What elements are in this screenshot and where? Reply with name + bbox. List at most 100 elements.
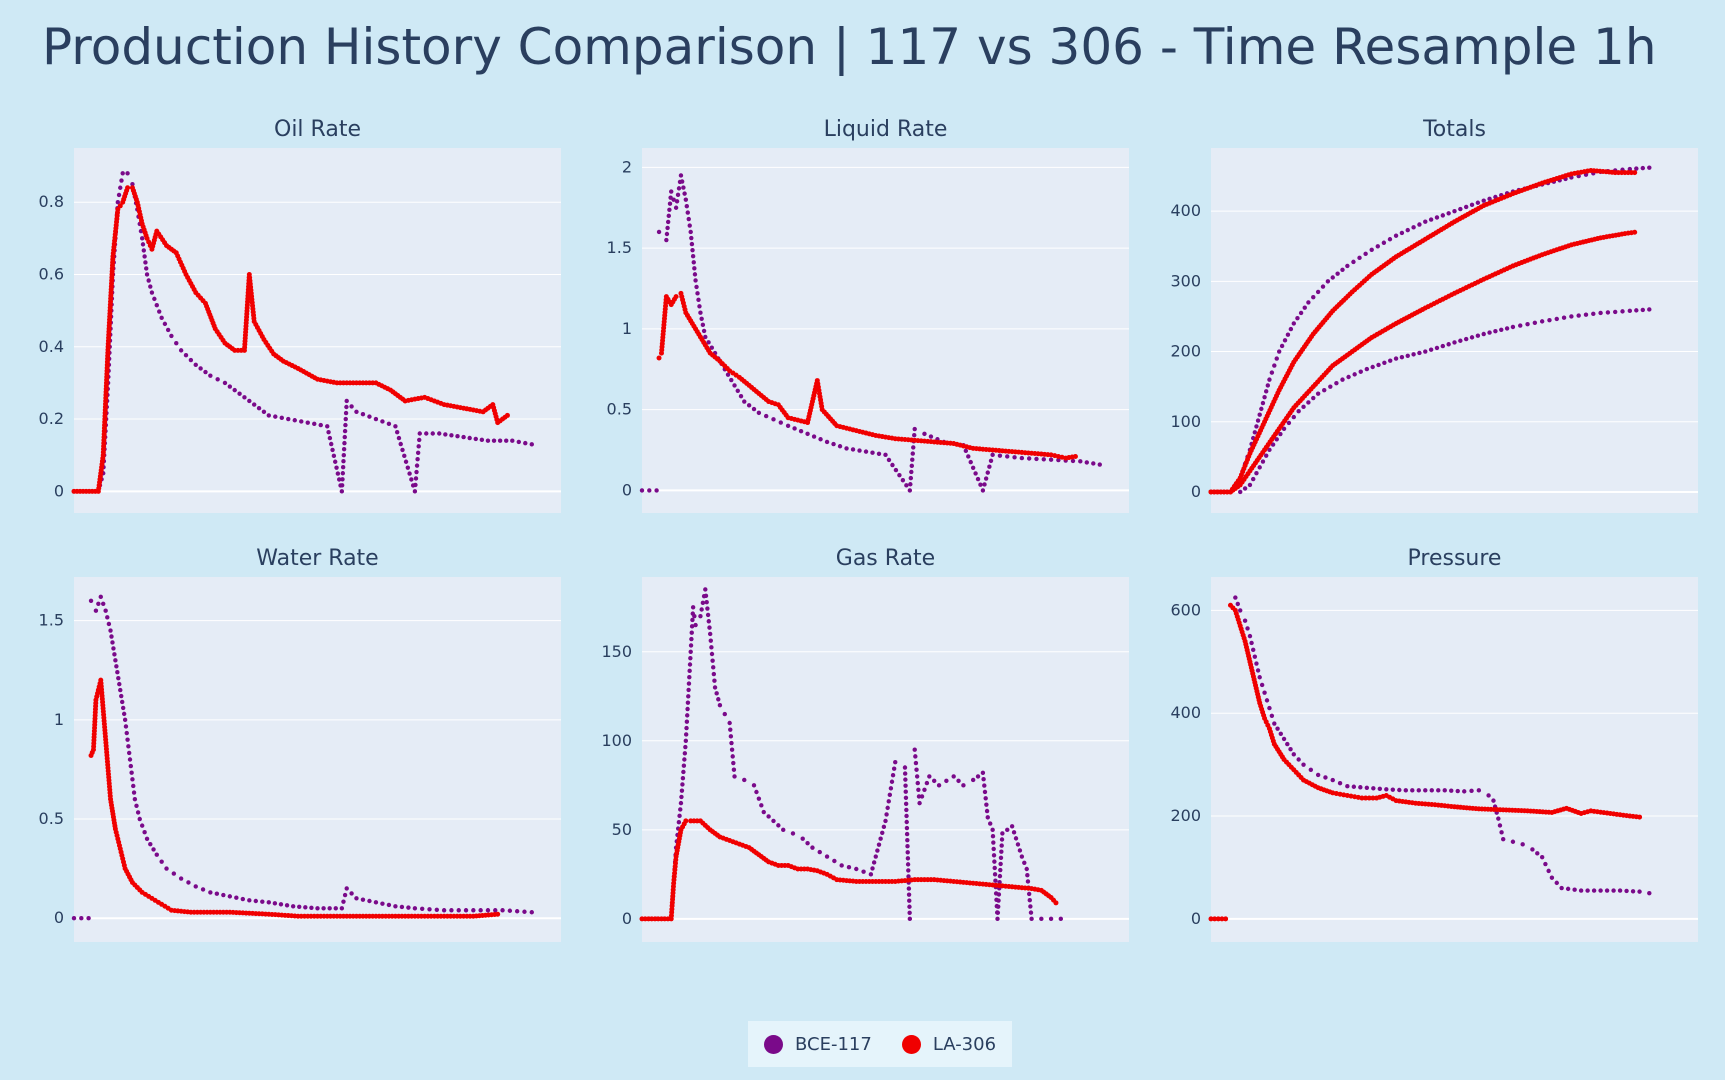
data-point xyxy=(991,853,997,858)
data-point xyxy=(731,760,736,766)
data-point xyxy=(993,878,998,883)
data-point xyxy=(1585,888,1590,893)
data-point xyxy=(154,852,159,857)
data-point xyxy=(991,846,996,852)
data-point xyxy=(1481,331,1486,337)
data-point xyxy=(1285,332,1291,337)
data-point xyxy=(904,825,910,831)
data-point xyxy=(692,266,697,271)
data-point xyxy=(98,594,103,600)
series-bce-117 xyxy=(639,587,1064,922)
data-point xyxy=(776,823,781,828)
data-point xyxy=(214,891,220,896)
y-tick-label: 150 xyxy=(601,642,632,661)
data-point xyxy=(886,457,892,463)
data-point xyxy=(1029,916,1034,922)
data-point xyxy=(900,478,906,483)
data-point xyxy=(522,909,527,914)
data-point xyxy=(1366,795,1372,801)
data-point xyxy=(455,434,460,439)
data-point xyxy=(1238,489,1243,495)
data-point xyxy=(119,178,124,183)
data-point xyxy=(991,840,996,845)
data-point xyxy=(997,453,1003,458)
data-point xyxy=(878,836,883,841)
data-point xyxy=(71,915,77,921)
data-point xyxy=(982,789,988,795)
data-point xyxy=(887,792,893,798)
data-point xyxy=(335,471,341,476)
data-point xyxy=(673,294,679,300)
data-point xyxy=(912,432,917,438)
data-point xyxy=(686,216,691,222)
data-point xyxy=(1446,211,1451,216)
data-point xyxy=(1274,356,1279,361)
data-point xyxy=(688,643,694,648)
data-point xyxy=(1323,775,1328,780)
data-point xyxy=(117,681,122,687)
data-point xyxy=(1275,726,1280,731)
data-point xyxy=(698,613,703,619)
data-point xyxy=(881,824,887,830)
data-point xyxy=(944,778,949,784)
data-point xyxy=(904,483,909,488)
data-point xyxy=(1458,338,1463,343)
data-point xyxy=(154,303,159,308)
data-point xyxy=(1269,713,1275,719)
data-point xyxy=(1487,330,1492,335)
data-point xyxy=(341,452,346,458)
data-point xyxy=(349,891,354,896)
data-point xyxy=(1535,851,1540,856)
data-point xyxy=(771,417,776,422)
data-point xyxy=(1242,486,1248,491)
data-point xyxy=(692,613,697,619)
data-point xyxy=(911,445,916,450)
data-point xyxy=(683,197,689,202)
data-point xyxy=(890,462,895,468)
data-point xyxy=(1254,661,1259,666)
data-point xyxy=(709,651,715,657)
data-point xyxy=(120,699,125,705)
data-point xyxy=(109,634,114,639)
data-point xyxy=(978,482,983,487)
data-point xyxy=(922,787,927,792)
data-point xyxy=(1291,414,1296,420)
data-point xyxy=(242,395,247,400)
data-point xyxy=(1233,595,1238,600)
data-point xyxy=(1549,875,1555,880)
data-point xyxy=(449,433,454,438)
data-point xyxy=(1417,350,1422,356)
legend[interactable]: BCE-117 LA-306 xyxy=(748,1021,1013,1067)
data-point xyxy=(1295,316,1300,321)
y-tick-label: 400 xyxy=(1170,703,1201,722)
data-point xyxy=(402,453,407,459)
data-point xyxy=(309,905,314,910)
data-point xyxy=(742,777,747,783)
data-point xyxy=(1532,320,1538,325)
legend-item-bce-117[interactable]: BCE-117 xyxy=(758,1034,878,1055)
data-point xyxy=(1026,891,1032,897)
data-point xyxy=(367,414,372,419)
y-tick-label: 0.5 xyxy=(39,809,64,828)
data-point xyxy=(88,598,94,604)
data-point xyxy=(510,438,515,443)
data-point xyxy=(193,884,198,889)
data-point xyxy=(261,409,267,415)
data-point xyxy=(863,449,869,454)
data-point xyxy=(1491,798,1496,803)
data-point xyxy=(188,357,194,363)
data-point xyxy=(837,444,843,449)
data-point xyxy=(699,607,704,612)
data-point xyxy=(688,229,693,235)
legend-item-la-306[interactable]: LA-306 xyxy=(896,1034,1002,1055)
data-point xyxy=(1272,363,1277,368)
data-point xyxy=(117,203,123,209)
data-point xyxy=(904,813,909,819)
data-point xyxy=(1611,888,1616,893)
data-point xyxy=(1325,279,1331,284)
data-point xyxy=(1352,372,1357,377)
data-point xyxy=(1525,321,1530,327)
data-point xyxy=(1476,788,1482,793)
data-point xyxy=(1254,424,1259,429)
